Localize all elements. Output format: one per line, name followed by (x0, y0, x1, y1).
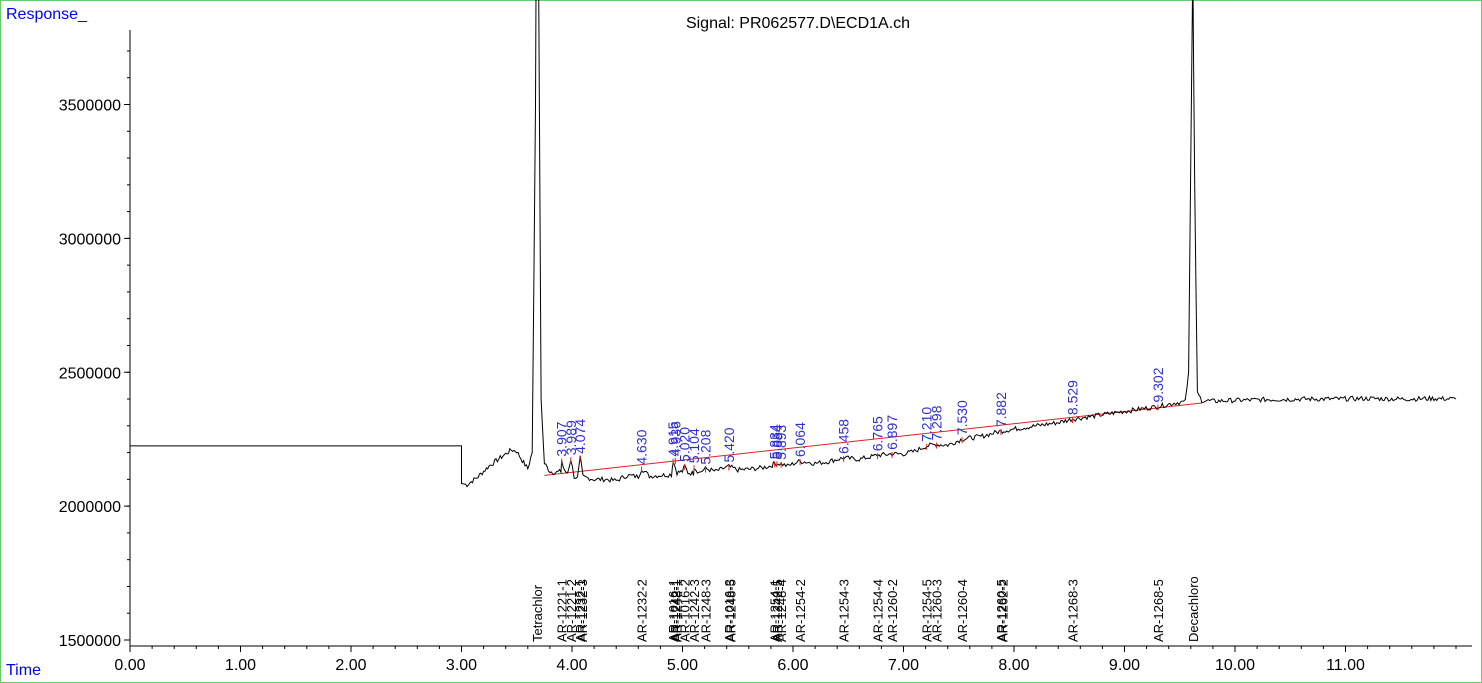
compound-label: AR-1248-4 (774, 579, 789, 642)
compound-label: AR-1260-5 (994, 579, 1009, 642)
compound-label: AR-1254-5 (920, 579, 935, 642)
y-tick-label: 3500000 (59, 98, 121, 115)
peak-label: 5.854 (769, 424, 785, 459)
compound-label: AR-1232-1 (573, 579, 588, 642)
y-tick-label: 1500000 (59, 633, 121, 650)
compound-label: AR-1221-1 (555, 579, 570, 642)
peak-label: 5.020 (677, 427, 693, 462)
peak-label: 8.529 (1064, 380, 1080, 415)
peak-label: 7.882 (993, 392, 1009, 427)
compound-label: AR-1268-5 (1151, 579, 1166, 642)
peak-label: 5.420 (721, 427, 737, 462)
compound-label: AR-1242-1 (668, 579, 683, 642)
signal-trace (130, 0, 1457, 488)
x-tick-label: 10.00 (1215, 657, 1255, 674)
x-tick-label: 1.00 (225, 657, 256, 674)
peak-label: 5.834 (767, 424, 783, 459)
compound-label: AR-1242-5 (770, 579, 785, 642)
compound-label: AR-1260-2 (885, 579, 900, 642)
compound-label: AR-1254-3 (837, 579, 852, 642)
peak-label: 7.298 (928, 405, 944, 440)
compound-label: AR-1016-2 (678, 579, 693, 642)
peak-label: 3.907 (554, 421, 570, 456)
peak-label: 9.302 (1150, 367, 1166, 402)
peak-label: 6.897 (884, 415, 900, 450)
peak-label: 5.104 (686, 428, 702, 463)
peak-label: 4.936 (667, 421, 683, 456)
peak-label: 4.074 (572, 419, 588, 454)
peak-label: 6.064 (792, 422, 808, 457)
compound-label: AR-1260-4 (955, 579, 970, 642)
compound-label: AR-1232-3 (575, 579, 590, 642)
compound-label: AR-1016-3 (722, 579, 737, 642)
x-tick-label: 3.00 (446, 657, 477, 674)
compound-label: AR-1260-3 (929, 579, 944, 642)
x-tick-label: 8.00 (998, 657, 1029, 674)
compound-label: AR-1221-2 (564, 579, 579, 642)
x-tick-label: 7.00 (888, 657, 919, 674)
compound-label: AR-1248-5 (723, 579, 738, 642)
x-axis-title: Time (6, 662, 41, 679)
compound-label: AR-1268-3 (1065, 579, 1080, 642)
peak-label: 4.630 (634, 429, 650, 464)
peak-label: 6.765 (870, 416, 886, 451)
y-tick-label: 2000000 (59, 499, 121, 516)
compound-label: AR-1254-1 (768, 579, 783, 642)
chart-title: Signal: PR062577.D\ECD1A.ch (685, 15, 911, 32)
compound-label: AR-1254-4 (871, 579, 886, 642)
compound-label: AR-1242-3 (687, 579, 702, 642)
peak-label: 7.210 (919, 407, 935, 442)
peak-label: 5.893 (773, 425, 789, 460)
x-tick-label: 5.00 (667, 657, 698, 674)
peak-label: 5.208 (697, 429, 713, 464)
x-tick-label: 2.00 (335, 657, 366, 674)
x-tick-label: 9.00 (1109, 657, 1140, 674)
peak-label: 6.458 (836, 419, 852, 454)
compound-label: AR-1232-2 (635, 579, 650, 642)
y-axis-title: Response_ (6, 6, 87, 23)
compound-label: AR-1262-2 (996, 579, 1011, 642)
peak-label: 3.989 (563, 420, 579, 455)
compound-label: AR-1248-3 (698, 579, 713, 642)
x-tick-label: 6.00 (777, 657, 808, 674)
x-tick-label: 11.00 (1326, 657, 1365, 674)
peak-label: 7.530 (954, 400, 970, 435)
compound-label: Tetrachlor (530, 584, 545, 642)
y-tick-label: 2500000 (59, 365, 121, 382)
x-tick-label: 4.00 (556, 657, 587, 674)
compound-label: AR-1016-1 (666, 579, 681, 642)
compound-label: AR-1248-1 (669, 579, 684, 642)
peak-label: 4.915 (665, 421, 681, 456)
compound-label: Decachloro (1186, 576, 1201, 642)
x-tick-label: 0.00 (114, 657, 145, 674)
y-tick-label: 3000000 (59, 231, 121, 248)
compound-label: AR-1254-2 (793, 579, 808, 642)
